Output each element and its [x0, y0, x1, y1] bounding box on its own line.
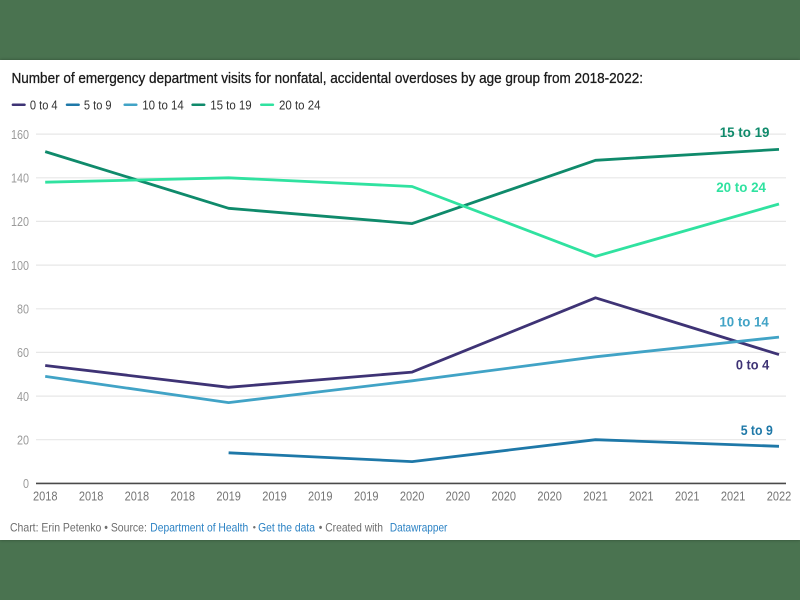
- svg-text:100: 100: [11, 258, 29, 273]
- svg-text:2019: 2019: [262, 488, 287, 503]
- svg-text:40: 40: [17, 389, 29, 404]
- svg-text:2022: 2022: [767, 488, 792, 503]
- svg-text:2018: 2018: [125, 488, 150, 503]
- svg-text:60: 60: [17, 345, 29, 360]
- svg-text:10 to 14: 10 to 14: [719, 314, 769, 330]
- svg-text:2020: 2020: [400, 488, 425, 503]
- svg-text:• Created with: • Created with: [319, 521, 383, 535]
- svg-text:Department of Health: Department of Health: [150, 521, 248, 535]
- svg-text:2021: 2021: [721, 488, 746, 503]
- svg-text:Number of emergency department: Number of emergency department visits fo…: [12, 70, 644, 87]
- svg-text:0: 0: [23, 476, 29, 491]
- svg-text:0 to 4: 0 to 4: [30, 97, 58, 112]
- svg-text:2021: 2021: [629, 488, 654, 503]
- svg-text:2019: 2019: [308, 488, 333, 503]
- svg-text:•: •: [253, 523, 256, 533]
- svg-text:Get the data: Get the data: [258, 521, 315, 535]
- svg-text:15 to 19: 15 to 19: [210, 97, 252, 112]
- svg-text:2019: 2019: [354, 488, 379, 503]
- svg-text:5 to 9: 5 to 9: [84, 97, 112, 112]
- svg-text:0 to 4: 0 to 4: [736, 356, 770, 372]
- svg-text:2020: 2020: [446, 488, 471, 503]
- svg-text:20 to 24: 20 to 24: [716, 179, 766, 195]
- svg-text:120: 120: [11, 214, 29, 229]
- svg-text:2020: 2020: [537, 488, 562, 503]
- svg-text:10 to 14: 10 to 14: [142, 97, 184, 112]
- svg-text:2019: 2019: [216, 488, 241, 503]
- svg-text:140: 140: [11, 171, 29, 186]
- svg-text:20: 20: [17, 432, 29, 447]
- svg-text:2018: 2018: [171, 488, 196, 503]
- svg-text:2018: 2018: [33, 488, 58, 503]
- svg-text:2021: 2021: [583, 488, 608, 503]
- svg-text:2021: 2021: [675, 488, 700, 503]
- svg-text:15 to 19: 15 to 19: [720, 124, 770, 140]
- svg-text:Datawrapper: Datawrapper: [390, 521, 448, 535]
- svg-text:160: 160: [11, 127, 29, 142]
- svg-text:80: 80: [17, 302, 29, 317]
- svg-text:2018: 2018: [79, 488, 104, 503]
- svg-text:Chart: Erin Petenko • Source:: Chart: Erin Petenko • Source:: [10, 521, 147, 535]
- svg-text:20 to 24: 20 to 24: [279, 97, 321, 112]
- svg-text:5 to 9: 5 to 9: [741, 422, 773, 438]
- svg-text:2020: 2020: [492, 488, 517, 503]
